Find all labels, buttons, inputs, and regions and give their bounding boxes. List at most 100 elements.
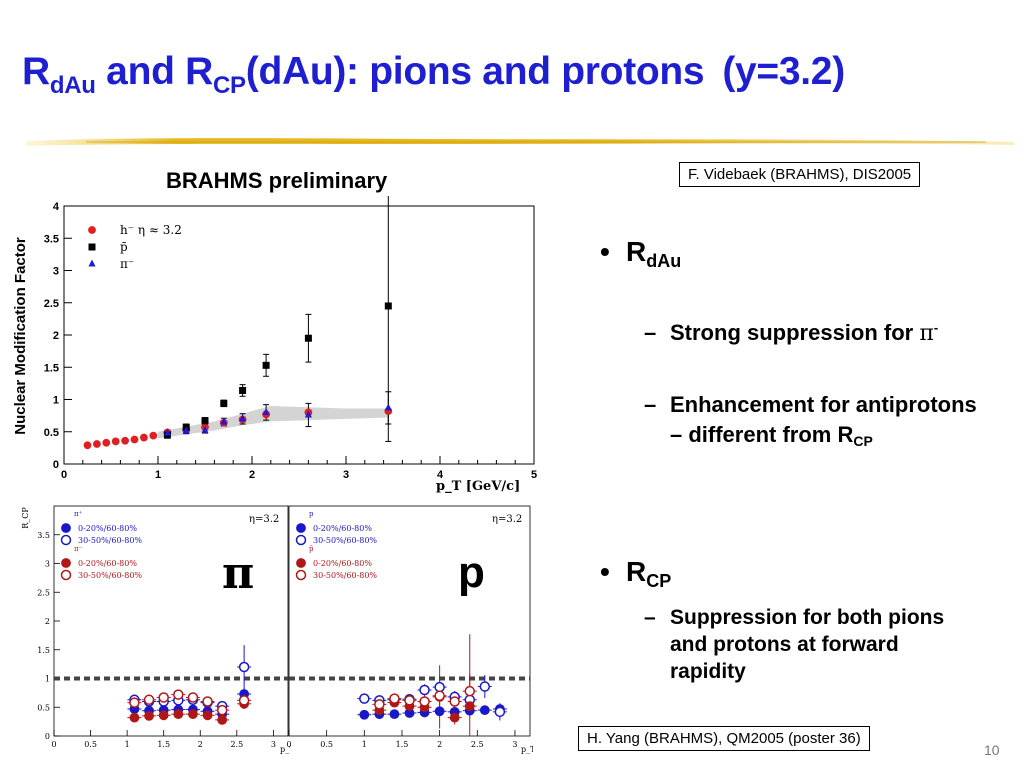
x-tick-label: 0 <box>51 740 56 749</box>
legend-marker <box>88 259 96 267</box>
page-number: 10 <box>984 742 1000 758</box>
x-tick-label: 1.5 <box>396 740 409 749</box>
y-tick-label: 0.5 <box>44 427 59 439</box>
title-underline-decoration <box>26 138 1014 146</box>
dash-marker: – <box>644 320 657 345</box>
rdau-x-axis-label: p_T [GeV/c] <box>436 479 520 494</box>
y-tick-label: 2 <box>53 330 59 342</box>
x-tick-label: 2 <box>437 740 442 749</box>
data-point <box>143 694 155 706</box>
y-tick-label: 2.5 <box>44 298 59 310</box>
x-tick-label: 5 <box>531 469 537 481</box>
x-tick-label: 2 <box>249 469 255 481</box>
legend-marker <box>88 243 96 251</box>
bullet-dot: • <box>600 236 610 267</box>
rcp-proton-annotation: η=3.2 <box>492 514 522 525</box>
legend-label: 30-50%/60-80% <box>78 536 142 545</box>
x-tick-label: 3 <box>512 740 517 749</box>
legend-label: 0-20%/60-80% <box>78 559 137 568</box>
data-point <box>201 417 209 425</box>
plot-frame <box>288 505 531 737</box>
y-tick-label: 1 <box>45 675 50 684</box>
rcp-pion-y-axis-label: R_CP <box>21 507 30 529</box>
sub-bullet-text: Strong suppression for <box>670 320 920 345</box>
x-tick-label: 2.5 <box>230 740 243 749</box>
y-tick-label: 4 <box>53 201 60 213</box>
legend-label: π⁻ <box>120 257 134 271</box>
cp-subscript: CP <box>853 433 873 449</box>
data-point <box>130 435 139 444</box>
legend-label: p̄ <box>120 240 128 254</box>
rcp-pion-annotation: η=3.2 <box>249 514 279 525</box>
data-point <box>419 684 430 696</box>
rcp-pion-x-axis-label: p_T <box>280 745 290 754</box>
legend-marker <box>296 523 306 533</box>
data-point <box>201 425 209 433</box>
x-tick-label: 1 <box>155 469 161 481</box>
legend-marker <box>61 558 71 568</box>
legend-marker <box>295 569 307 581</box>
reference-box-bottom: H. Yang (BRAHMS), QM2005 (poster 36) <box>578 726 870 751</box>
data-point <box>238 695 250 706</box>
data-point <box>374 699 385 710</box>
y-tick-label: 3.5 <box>44 233 59 245</box>
rcp-proton-data-points <box>289 634 530 736</box>
legend-marker <box>60 569 72 581</box>
legend-marker <box>61 523 71 533</box>
data-point <box>83 441 92 450</box>
data-point <box>359 693 370 704</box>
x-tick-label: 1.5 <box>157 740 170 749</box>
title-cp-subscript: CP <box>213 72 246 99</box>
y-tick-label: 2 <box>45 617 50 626</box>
rcp-proton-plot-frame <box>288 505 531 737</box>
data-point <box>173 709 184 720</box>
data-point <box>129 712 140 723</box>
y-tick-label: 3 <box>45 560 50 569</box>
legend-label: 30-50%/60-80% <box>313 571 377 580</box>
data-point <box>434 706 445 717</box>
rdau-systematic-band <box>158 405 389 439</box>
systematic-band <box>158 405 389 439</box>
y-tick-label: 0 <box>53 459 59 471</box>
data-point <box>434 690 445 701</box>
data-point <box>359 709 370 720</box>
legend-header: p̄ <box>309 545 314 553</box>
bullet-rcp-head: R <box>626 556 647 587</box>
x-tick-label: 0.5 <box>320 740 333 749</box>
rcp-proton-plot: 0 0.5 1 1.5 2 2.5 3 p p̄ 0-20%/60-80% 30-50%/60-8… <box>287 505 533 754</box>
data-point <box>149 431 158 440</box>
y-tick-label: 1.5 <box>44 362 59 374</box>
legend-label: 30-50%/60-80% <box>313 536 377 545</box>
rcp-pion-legend: π⁺ π⁻ 0-20%/60-80% 30-50%/60-80% 0-20%/60-80… <box>60 510 142 581</box>
legend-marker <box>60 534 72 546</box>
legend-label: 30-50%/60-80% <box>78 571 142 580</box>
sub-bullet-strong-suppression: – Strong suppression for π- <box>644 318 970 349</box>
x-tick-label: 4 <box>437 469 444 481</box>
x-tick-label: 3 <box>343 469 349 481</box>
data-point <box>419 696 430 707</box>
pi-symbol: π <box>919 321 934 346</box>
sub-bullet-text: Suppression for both pions and protons a… <box>670 606 945 683</box>
data-point <box>479 681 491 692</box>
x-tick-label: 0.5 <box>84 740 97 749</box>
data-point <box>449 712 460 723</box>
y-tick-label: 0.5 <box>37 703 50 712</box>
data-point <box>220 417 228 425</box>
data-point <box>93 440 101 448</box>
legend-label: 0-20%/60-80% <box>313 524 372 533</box>
title-r: R <box>22 50 50 93</box>
rcp-pion-plot: 0 0.5 1 1.5 2 2.5 3 0 0.5 1 1.5 2 2.5 3 3.5 π⁺ π⁻ 0-20%/… <box>21 505 290 754</box>
rdau-plot-frame <box>63 205 535 465</box>
data-point <box>202 710 213 721</box>
data-point <box>304 410 312 418</box>
x-tick-label: 0 <box>287 740 292 749</box>
data-point <box>239 414 247 422</box>
proton-symbol: p <box>458 548 485 597</box>
pion-symbol: π <box>222 548 255 599</box>
y-tick-label: 0 <box>45 732 50 741</box>
y-tick-label: 2.5 <box>37 588 50 597</box>
data-point <box>262 361 270 369</box>
data-point <box>216 704 228 716</box>
slide-title: RdAu and RCP(dAu): pions and protons (y=3… <box>22 50 1012 98</box>
rdau-legend: h⁻ η ≈ 3.2 p̄ π⁻ <box>88 223 182 271</box>
